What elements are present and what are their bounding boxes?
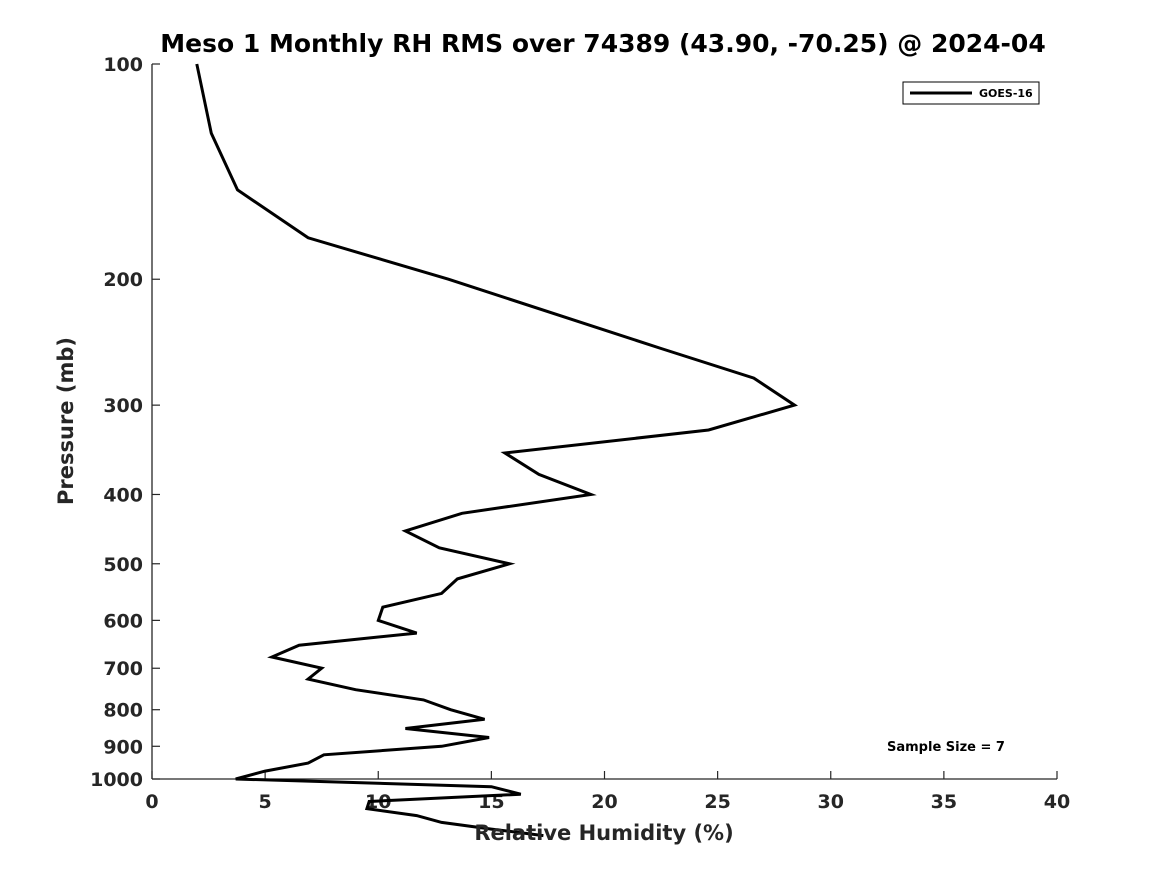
x-ticks: 0 5 10 15 20 25 30 35 40 [145,771,1070,813]
x-tick-label: 20 [591,791,617,813]
x-tick-label: 35 [931,791,957,813]
sample-size-annotation: Sample Size = 7 [887,740,1005,755]
y-ticks: 100 200 300 400 500 600 700 800 900 1000 [90,54,160,791]
y-tick-label: 700 [103,658,143,680]
chart-title: Meso 1 Monthly RH RMS over 74389 (43.90,… [160,29,1045,58]
y-axis-label: Pressure (mb) [54,337,78,505]
y-tick-label: 500 [103,554,143,576]
y-tick-label: 200 [103,269,143,291]
y-tick-label: 600 [103,610,143,632]
y-tick-label: 900 [103,736,143,758]
legend-label-goes-16: GOES-16 [979,87,1033,100]
x-tick-label: 40 [1044,791,1070,813]
x-tick-label: 25 [704,791,730,813]
y-tick-label: 1000 [90,769,143,791]
series-line-goes-16 [195,63,799,838]
x-tick-label: 30 [818,791,844,813]
series-layer [195,63,799,838]
y-tick-label: 100 [103,54,143,76]
x-axis-label: Relative Humidity (%) [474,821,733,845]
x-tick-label: 0 [145,791,158,813]
y-tick-label: 800 [103,700,143,722]
x-tick-label: 5 [259,791,272,813]
y-tick-label: 400 [103,484,143,506]
y-tick-label: 300 [103,395,143,417]
plot-area: 0 5 10 15 20 25 30 35 40 10020030040050060070080… [90,54,1070,838]
legend: GOES-16 [902,81,1040,105]
